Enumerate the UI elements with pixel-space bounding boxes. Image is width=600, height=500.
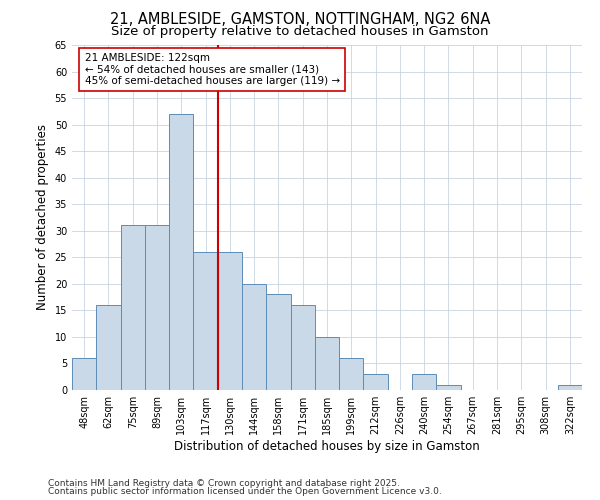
Bar <box>315 337 339 390</box>
Bar <box>290 305 315 390</box>
Bar <box>193 252 218 390</box>
Y-axis label: Number of detached properties: Number of detached properties <box>36 124 49 310</box>
Text: Size of property relative to detached houses in Gamston: Size of property relative to detached ho… <box>111 25 489 38</box>
Bar <box>364 374 388 390</box>
Bar <box>145 226 169 390</box>
Text: 21, AMBLESIDE, GAMSTON, NOTTINGHAM, NG2 6NA: 21, AMBLESIDE, GAMSTON, NOTTINGHAM, NG2 … <box>110 12 490 28</box>
Text: Contains public sector information licensed under the Open Government Licence v3: Contains public sector information licen… <box>48 487 442 496</box>
Bar <box>72 358 96 390</box>
Bar <box>96 305 121 390</box>
Bar <box>436 384 461 390</box>
Bar <box>339 358 364 390</box>
X-axis label: Distribution of detached houses by size in Gamston: Distribution of detached houses by size … <box>174 440 480 453</box>
Bar <box>121 226 145 390</box>
Bar <box>218 252 242 390</box>
Bar <box>242 284 266 390</box>
Bar <box>169 114 193 390</box>
Bar <box>266 294 290 390</box>
Text: Contains HM Land Registry data © Crown copyright and database right 2025.: Contains HM Land Registry data © Crown c… <box>48 478 400 488</box>
Bar <box>558 384 582 390</box>
Bar <box>412 374 436 390</box>
Text: 21 AMBLESIDE: 122sqm
← 54% of detached houses are smaller (143)
45% of semi-deta: 21 AMBLESIDE: 122sqm ← 54% of detached h… <box>85 53 340 86</box>
